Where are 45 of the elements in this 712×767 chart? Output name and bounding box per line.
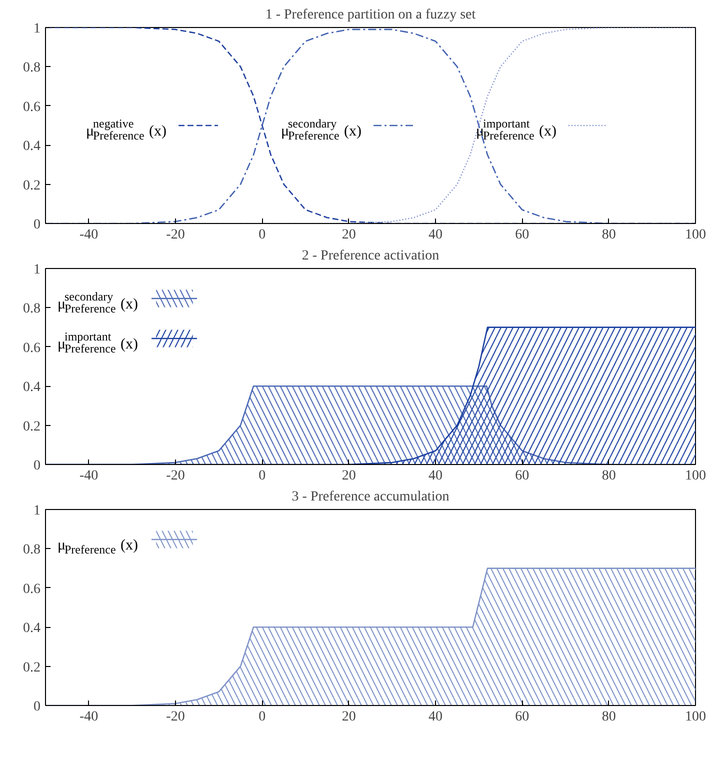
y-tick-label: 0.4 [23, 621, 40, 636]
x-tick-label: 60 [515, 710, 530, 724]
y-tick-label: 0 [34, 700, 40, 714]
x-tick-label: 0 [258, 228, 266, 242]
y-tick-label: 0.4 [23, 139, 40, 154]
y-tick-label: 0.8 [23, 302, 40, 317]
x-tick-label: 80 [602, 710, 616, 724]
y-tick-label: 0.8 [23, 60, 40, 76]
y-tick-label: 0 [34, 218, 40, 232]
x-tick-label: 100 [685, 228, 706, 242]
y-tick-label: 0.4 [23, 380, 40, 396]
chart-title: 3 - Preference accumulation [292, 490, 450, 504]
x-tick-label: 20 [342, 468, 356, 484]
x-tick-label: -40 [80, 710, 98, 724]
y-tick-label: 0.8 [23, 542, 40, 558]
x-tick-label: 60 [515, 468, 530, 484]
x-tick-label: 0 [258, 710, 266, 724]
x-tick-label: 100 [685, 710, 706, 724]
x-tick-label: -40 [80, 468, 98, 484]
x-tick-label: -20 [166, 228, 185, 242]
y-tick-label: 1 [34, 262, 40, 278]
x-tick-label: 20 [342, 228, 356, 242]
x-tick-label: 60 [515, 228, 530, 242]
x-tick-label: 40 [428, 228, 442, 242]
y-tick-label: 1 [34, 22, 40, 36]
y-tick-label: 0.2 [23, 178, 40, 194]
x-tick-label: -20 [166, 468, 185, 484]
y-tick-label: 0.2 [23, 660, 40, 676]
x-tick-label: 40 [428, 710, 442, 724]
x-tick-label: 40 [428, 468, 442, 484]
y-tick-label: 0.6 [23, 100, 40, 115]
x-tick-label: 100 [685, 468, 706, 484]
y-tick-label: 0.2 [23, 419, 40, 434]
y-tick-label: 0.6 [23, 582, 40, 597]
x-tick-label: 0 [258, 468, 266, 484]
y-tick-label: 0 [34, 458, 40, 474]
x-tick-label: 80 [602, 468, 616, 484]
y-tick-label: 0.6 [23, 340, 40, 356]
x-tick-label: 80 [602, 228, 616, 242]
x-tick-label: -20 [166, 710, 185, 724]
chart-title: 1 - Preference partition on a fuzzy set [265, 8, 476, 22]
x-tick-label: -40 [80, 228, 98, 242]
x-tick-label: 20 [342, 710, 356, 724]
y-tick-label: 1 [34, 504, 40, 518]
chart-title: 2 - Preference activation [302, 248, 440, 264]
